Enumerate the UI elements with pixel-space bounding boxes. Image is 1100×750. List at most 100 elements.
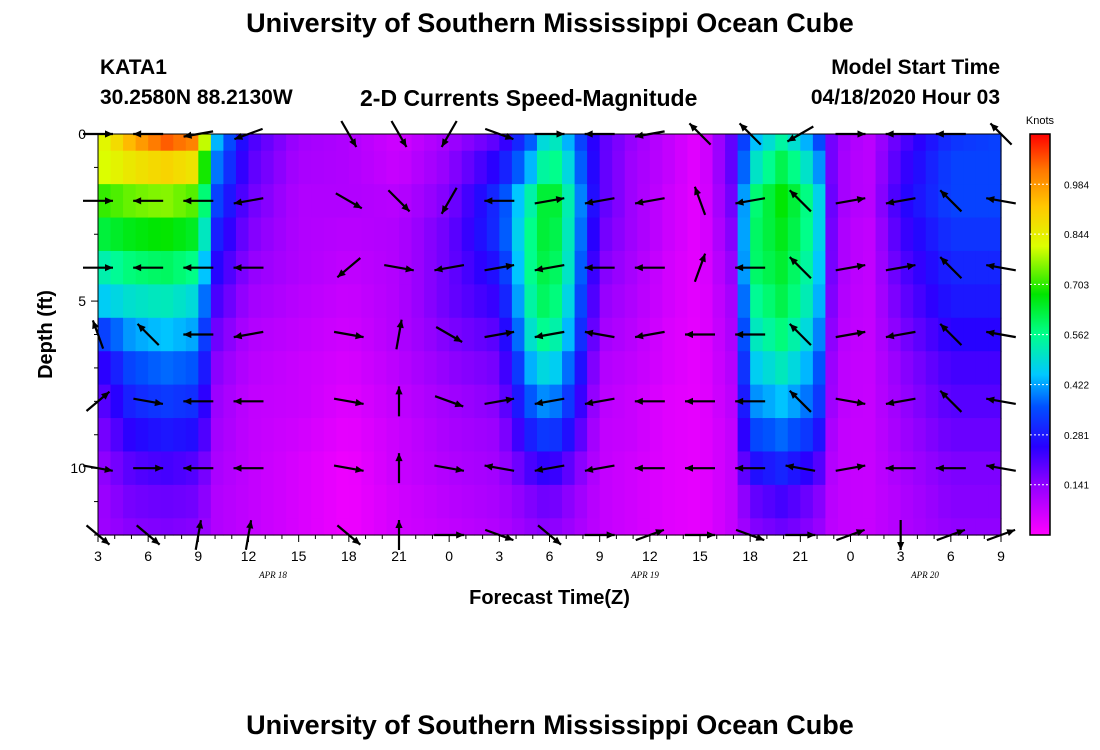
current-vector-arrow (133, 464, 164, 472)
heatmap-cell (762, 384, 776, 419)
heatmap-cell (649, 184, 663, 219)
heatmap-cell (637, 284, 651, 319)
heatmap-cell (361, 284, 375, 319)
heatmap-cell (624, 250, 638, 285)
heatmap-cell (373, 418, 388, 453)
heatmap-cell (336, 284, 350, 319)
heatmap-cell (436, 451, 450, 486)
heatmap-cell (424, 184, 438, 219)
heatmap-cell (637, 150, 651, 185)
current-vector-arrow (885, 397, 916, 407)
heatmap-cell (837, 418, 852, 453)
heatmap-cell (536, 518, 551, 536)
heatmap-cell (812, 518, 827, 536)
heatmap-cell (888, 518, 902, 536)
heatmap-cell (988, 250, 1002, 285)
heatmap-cell (612, 418, 626, 453)
heatmap-cell (574, 518, 588, 536)
heatmap-cell (963, 518, 977, 536)
heatmap-cell (198, 484, 212, 519)
heatmap-cell (988, 384, 1002, 419)
heatmap-cell (210, 351, 225, 386)
heatmap-cell (725, 484, 739, 519)
heatmap-cell (98, 384, 112, 419)
current-vector-arrow (939, 323, 963, 346)
heatmap-cell (612, 451, 626, 486)
heatmap-cell (98, 284, 112, 319)
heatmap-cell (587, 217, 601, 252)
heatmap-cell (98, 134, 112, 152)
heatmap-cell (210, 284, 225, 319)
footer-title: University of Southern Mississippi Ocean… (246, 710, 854, 740)
arrow-head (789, 190, 798, 199)
heatmap-cell (674, 317, 689, 352)
heatmap-cell (411, 250, 425, 285)
arrow-head (940, 190, 949, 199)
heatmap-cell (461, 150, 475, 185)
heatmap-cell (888, 217, 902, 252)
heatmap-cell (536, 351, 551, 386)
x-tick-label: 3 (495, 548, 503, 564)
heatmap-cell (637, 351, 651, 386)
heatmap-cell (461, 284, 475, 319)
heatmap-cell (223, 317, 237, 352)
heatmap-cell (449, 351, 463, 386)
page-title: University of Southern Mississippi Ocean… (246, 8, 854, 38)
heatmap-cell (361, 134, 375, 152)
heatmap-cell (361, 451, 375, 486)
heatmap-cell (775, 518, 789, 536)
heatmap-cell (474, 284, 488, 319)
heatmap-cell (863, 250, 877, 285)
heatmap-cell (160, 250, 174, 285)
heatmap-cell (311, 351, 325, 386)
heatmap-cell (599, 484, 613, 519)
arrow-head (183, 131, 193, 139)
model-start-time: 04/18/2020 Hour 03 (810, 86, 1000, 109)
heatmap-cell (198, 134, 212, 152)
heatmap-cell (261, 150, 275, 185)
heatmap-cell (963, 384, 977, 419)
heatmap-cell (223, 384, 237, 419)
heatmap-cell (775, 418, 789, 453)
heatmap-cell (825, 451, 839, 486)
heatmap-cell (574, 184, 588, 219)
heatmap-cell (373, 484, 388, 519)
arrow-head (441, 205, 449, 214)
current-vector-arrow (484, 396, 515, 406)
heatmap-cell (888, 418, 902, 453)
current-vector-arrow (693, 186, 707, 216)
heatmap-cell (938, 484, 952, 519)
heatmap-cell (712, 384, 726, 419)
heatmap-cell (98, 418, 112, 453)
heatmap-cell (963, 317, 977, 352)
heatmap-cell (499, 217, 513, 252)
heatmap-cell (925, 484, 939, 519)
heatmap-cell (649, 134, 663, 152)
heatmap-cell (712, 418, 726, 453)
heatmap-cell (775, 484, 789, 519)
heatmap-cell (938, 518, 952, 536)
heatmap-cell (725, 384, 739, 419)
heatmap-cell (925, 134, 939, 152)
heatmap-cell (562, 184, 576, 219)
current-vector-arrow (384, 263, 414, 273)
heatmap-cell (612, 518, 626, 536)
heatmap-cell (449, 317, 463, 352)
arrow-head (990, 123, 999, 132)
heatmap-cell (599, 418, 613, 453)
current-vector-arrow (584, 329, 615, 339)
heatmap-cell (399, 351, 413, 386)
heatmap-cell (574, 384, 588, 419)
heatmap-cell (812, 134, 827, 152)
current-vector-arrow (584, 197, 615, 206)
heatmap-cell (511, 351, 526, 386)
heatmap-cell (963, 451, 977, 486)
heatmap-cell (587, 150, 601, 185)
heatmap-cell (687, 217, 701, 252)
arrow-head (505, 396, 515, 404)
heatmap-cell (323, 284, 337, 319)
arrow-head (353, 201, 362, 209)
heatmap-cell (348, 284, 362, 319)
heatmap-cell (674, 250, 689, 285)
heatmap-cell (787, 317, 801, 352)
